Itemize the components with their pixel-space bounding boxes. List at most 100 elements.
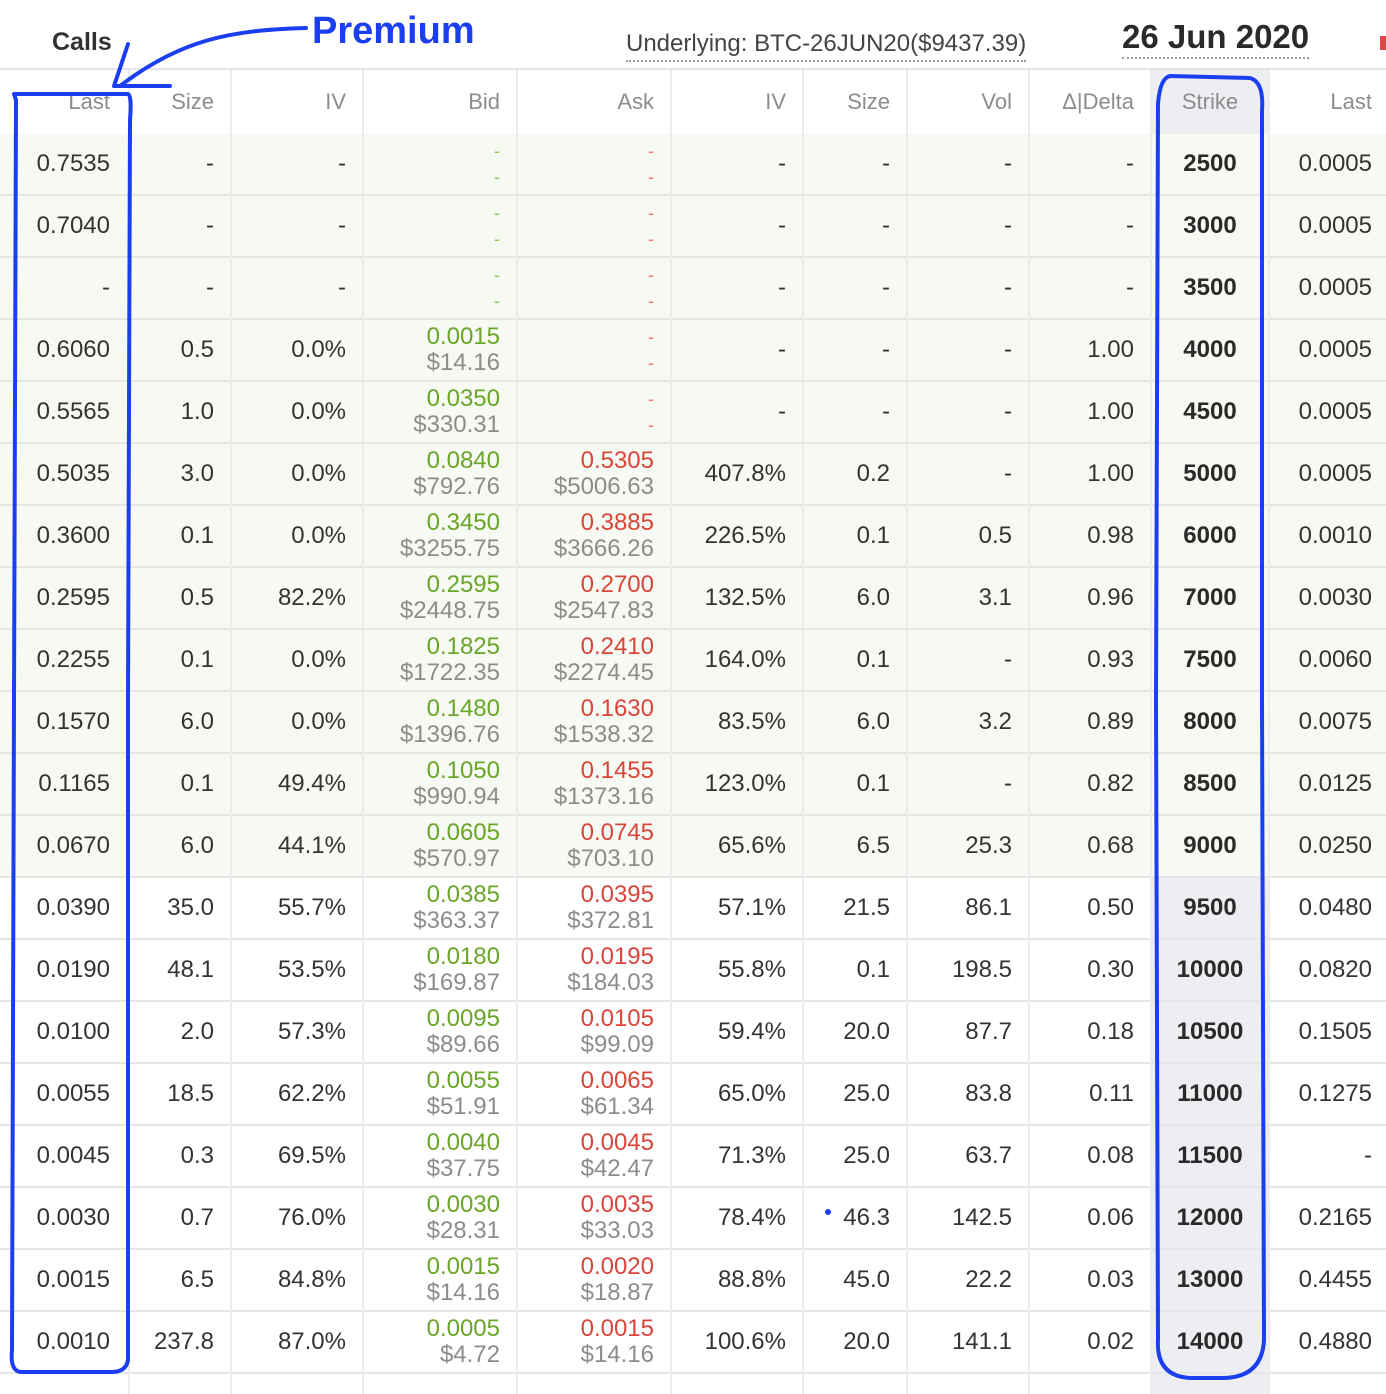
table-row[interactable]: 0.0670 6.0 44.1% 0.0605 $570.97 0.0745 $703.10… [0, 816, 1386, 878]
last-cell: 0.0015 [36, 1266, 110, 1293]
size-cell: 0.5 [180, 336, 214, 363]
bid-price-cell[interactable]: 0.0385 $363.37 [364, 878, 500, 938]
ask-price-cell[interactable]: 0.0065 $61.34 [518, 1064, 654, 1124]
table-row[interactable]: 0.0005 0.0015 [0, 1374, 1386, 1394]
vol-cell: 0.5 [978, 522, 1012, 549]
ask-price-cell[interactable]: 0.3885 $3666.26 [518, 506, 654, 566]
bid-price-cell[interactable]: 0.2595 $2448.75 [364, 568, 500, 628]
ask-price-cell[interactable]: 0.0105 $99.09 [518, 1002, 654, 1062]
bid-btc-price: - [494, 141, 500, 161]
ask-price-cell[interactable]: 0.0035 $33.03 [518, 1188, 654, 1248]
ask-price-cell[interactable]: -- [518, 258, 654, 318]
ask-size-cell: - [882, 150, 890, 177]
bid-price-cell[interactable]: -- [364, 258, 500, 318]
table-row[interactable]: - - - - - - - - - - -3500 0.0005 [0, 258, 1386, 320]
size-cell: 0.7 [180, 1204, 214, 1231]
table-row[interactable]: 0.1165 0.1 49.4% 0.1050 $990.94 0.1455 $1373.1… [0, 754, 1386, 816]
bid-header[interactable]: Bid [468, 89, 500, 114]
bid-price-cell[interactable]: 0.0005 [364, 1374, 500, 1394]
table-row[interactable]: 0.3600 0.1 0.0% 0.3450 $3255.75 0.3885 $3666.2… [0, 506, 1386, 568]
ask-price-cell[interactable]: -- [518, 134, 654, 194]
bid-usd-price: $14.16 [426, 349, 500, 376]
table-row[interactable]: 0.2595 0.5 82.2% 0.2595 $2448.75 0.2700 $2547.… [0, 568, 1386, 630]
bid-price-cell[interactable]: 0.0030 $28.31 [364, 1188, 500, 1248]
ask-size-header[interactable]: Size [847, 89, 890, 114]
bid-price-cell[interactable]: 0.1825 $1722.35 [364, 630, 500, 690]
ask-price-cell[interactable]: 0.0745 $703.10 [518, 816, 654, 876]
ask-iv-header[interactable]: IV [765, 89, 786, 114]
table-row[interactable]: 0.0045 0.3 69.5% 0.0040 $37.75 0.0045 $42.47 71… [0, 1126, 1386, 1188]
ask-price-cell[interactable]: 0.0195 $184.03 [518, 940, 654, 1000]
delta-cell: 0.50 [1087, 894, 1134, 921]
ask-usd-price: $372.81 [567, 907, 654, 934]
bid-usd-price: $1396.76 [399, 721, 500, 748]
strike-header[interactable]: Strike [1181, 89, 1239, 114]
ask-price-cell[interactable]: -- [518, 382, 654, 442]
delta-cell: 0.06 [1087, 1204, 1134, 1231]
ask-price-cell[interactable]: 0.0045 $42.47 [518, 1126, 654, 1186]
table-row[interactable]: 0.7040- - - - - - - - - -3000 0.0005 [0, 196, 1386, 258]
calls-size-header[interactable]: Size [171, 89, 214, 114]
bid-price-cell[interactable]: 0.0055 $51.91 [364, 1064, 500, 1124]
ask-price-cell[interactable]: 0.1455 $1373.16 [518, 754, 654, 814]
table-row[interactable]: 0.1570 6.0 0.0% 0.1480 $1396.76 0.1630 $1538.3… [0, 692, 1386, 754]
volume-header[interactable]: Vol [981, 89, 1012, 114]
expiry-date-link[interactable]: 26 Jun 2020 [1122, 18, 1310, 59]
ask-price-cell[interactable]: 0.0020 $18.87 [518, 1250, 654, 1310]
delta-cell: 1.00 [1087, 398, 1134, 425]
table-row[interactable]: 0.7535- - - - - - - - - -2500 0.0005 [0, 134, 1386, 196]
table-row[interactable]: 0.0010 237.8 87.0% 0.0005 $4.72 0.0015 $14.16 1… [0, 1312, 1386, 1374]
bid-price-cell[interactable]: 0.0180 $169.87 [364, 940, 500, 1000]
ask-header[interactable]: Ask [617, 89, 654, 114]
ask-usd-price: $184.03 [567, 969, 654, 996]
table-row[interactable]: 0.0100 2.0 57.3% 0.0095 $89.66 0.0105 $99.09 59… [0, 1002, 1386, 1064]
ask-price-cell[interactable]: -- [518, 196, 654, 256]
underlying-link[interactable]: Underlying: BTC-26JUN20($9437.39) [626, 30, 1027, 62]
bid-price-cell[interactable]: 0.1050 $990.94 [364, 754, 500, 814]
vol-cell: 142.5 [951, 1204, 1012, 1231]
ask-price-cell[interactable]: 0.0015 $14.16 [518, 1312, 654, 1372]
delta-cell: 0.93 [1087, 646, 1134, 673]
delta-header[interactable]: Δ|Delta [1062, 89, 1134, 114]
put-last-cell: 0.0005 [1298, 150, 1372, 177]
bid-price-cell[interactable]: 0.0015 $14.16 [364, 320, 500, 380]
bid-price-cell[interactable]: 0.1480 $1396.76 [364, 692, 500, 752]
ask-price-cell[interactable]: 0.1630 $1538.32 [518, 692, 654, 752]
bid-price-cell[interactable]: 0.0605 $570.97 [364, 816, 500, 876]
table-row[interactable]: 0.0390 35.0 55.7% 0.0385 $363.37 0.0395 $372.8… [0, 878, 1386, 940]
put-last-cell: 0.4880 [1298, 1328, 1372, 1355]
bid-price-cell[interactable]: 0.0095 $89.66 [364, 1002, 500, 1062]
table-row[interactable]: 0.0015 6.5 84.8% 0.0015 $14.16 0.0020 $18.87 88… [0, 1250, 1386, 1312]
strike-cell: 11500 [1177, 1142, 1243, 1169]
bid-usd-price: $3255.75 [399, 535, 500, 562]
calls-iv-header[interactable]: IV [325, 89, 346, 114]
bid-price-cell[interactable]: 0.3450 $3255.75 [364, 506, 500, 566]
table-row[interactable]: 0.0190 48.1 53.5% 0.0180 $169.87 0.0195 $184.0… [0, 940, 1386, 1002]
bid-price-cell[interactable]: 0.0840 $792.76 [364, 444, 500, 504]
table-row[interactable]: 0.5035 3.0 0.0% 0.0840 $792.76 0.5305 $5006.63… [0, 444, 1386, 506]
vol-cell: 3.1 [978, 584, 1012, 611]
calls-last-header[interactable]: Last [68, 89, 110, 114]
vol-cell: 86.1 [965, 894, 1012, 921]
ask-price-cell[interactable]: 0.2410 $2274.45 [518, 630, 654, 690]
ask-price-cell[interactable]: -- [518, 320, 654, 380]
puts-last-header[interactable]: Last [1330, 89, 1372, 114]
bid-price-cell[interactable]: 0.0040 $37.75 [364, 1126, 500, 1186]
bid-price-cell[interactable]: 0.0350 $330.31 [364, 382, 500, 442]
table-row[interactable]: 0.5565 1.0 0.0% 0.0350 $330.31- - - - -1.00 4500 0… [0, 382, 1386, 444]
ask-btc-price: 0.0015 [580, 1315, 654, 1342]
table-row[interactable]: 0.2255 0.1 0.0% 0.1825 $1722.35 0.2410 $2274.4… [0, 630, 1386, 692]
table-row[interactable]: 0.0030 0.7 76.0% 0.0030 $28.31 0.0035 $33.03 78… [0, 1188, 1386, 1250]
table-row[interactable]: 0.0055 18.5 62.2% 0.0055 $51.91 0.0065 $61.34 6… [0, 1064, 1386, 1126]
ask-price-cell[interactable]: 0.5305 $5006.63 [518, 444, 654, 504]
ask-price-cell[interactable]: 0.0395 $372.81 [518, 878, 654, 938]
bid-price-cell[interactable]: 0.0005 $4.72 [364, 1312, 500, 1372]
bid-price-cell[interactable]: -- [364, 196, 500, 256]
ask-iv-cell: 57.1% [717, 894, 786, 921]
bid-price-cell[interactable]: 0.0015 $14.16 [364, 1250, 500, 1310]
bid-price-cell[interactable]: -- [364, 134, 500, 194]
iv-cell [232, 1374, 346, 1394]
table-row[interactable]: 0.6060 0.5 0.0% 0.0015 $14.16- - - - -1.00 4000 0.… [0, 320, 1386, 382]
ask-price-cell[interactable]: 0.2700 $2547.83 [518, 568, 654, 628]
ask-price-cell[interactable]: 0.0015 [518, 1374, 654, 1394]
